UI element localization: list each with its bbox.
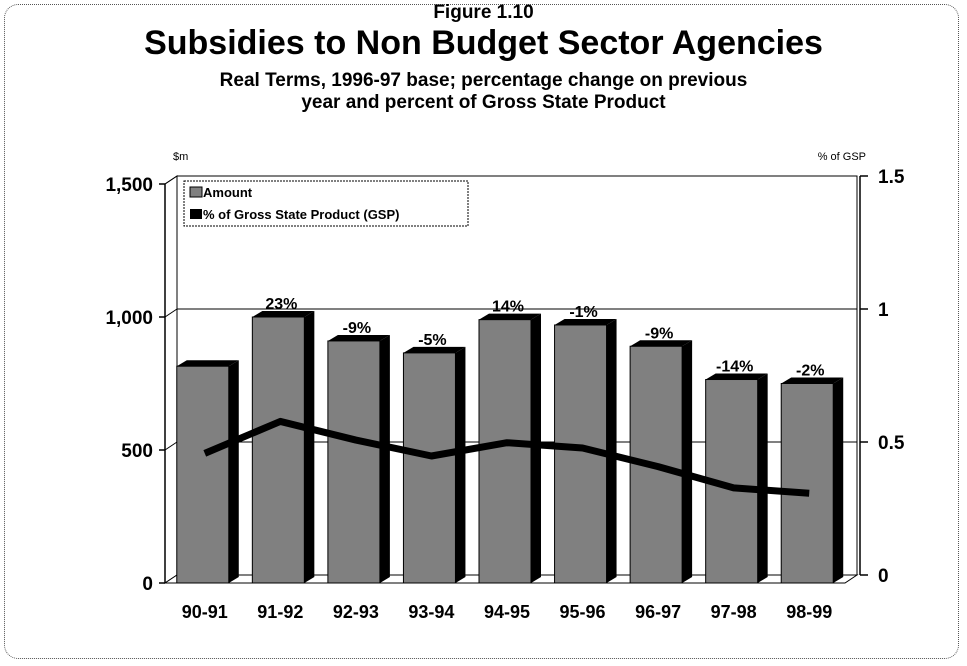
figure-label: Figure 1.10 [433, 2, 534, 23]
x-axis-tick-label: 93-94 [408, 602, 454, 622]
x-axis-tick-label: 92-93 [333, 602, 379, 622]
right-axis-tick-label: 1 [878, 300, 889, 321]
bar-front [478, 319, 532, 584]
bar-front [780, 383, 834, 584]
bar [176, 360, 239, 584]
bar-data-label: -1% [569, 304, 597, 321]
bar [402, 346, 466, 584]
left-axis-tick-label: 1,000 [105, 308, 153, 329]
left-axis-tick-label: 1,500 [105, 175, 153, 196]
legend: Amount % of Gross State Product (GSP) [183, 180, 469, 227]
legend-label-amount: Amount [203, 185, 253, 200]
bar-data-label: 14% [492, 299, 524, 316]
x-axis-tick-label: 91-92 [257, 602, 303, 622]
x-axis-tick-label: 96-97 [635, 602, 681, 622]
chart-frame [4, 4, 959, 659]
x-axis-tick-label: 98-99 [786, 602, 832, 622]
left-axis-tick-label: 0 [142, 574, 153, 595]
bar-data-label: -9% [343, 320, 371, 337]
bar [327, 334, 390, 584]
bar [478, 313, 541, 584]
bar-top [781, 377, 844, 384]
bar-front [176, 365, 230, 584]
bar-data-label: -5% [418, 332, 446, 349]
bar [780, 377, 844, 584]
bar-top [327, 334, 390, 341]
chart-title: Subsidies to Non Budget Sector Agencies [144, 24, 823, 62]
bar-data-label: -9% [645, 325, 673, 342]
bar-top [252, 311, 315, 317]
bar-side [455, 346, 466, 583]
bar-top [554, 318, 617, 325]
bar-data-label: -14% [716, 359, 753, 376]
bar-side [379, 334, 390, 583]
bar-side [757, 373, 768, 583]
bar-top [403, 346, 466, 353]
chart-subtitle-line-1: Real Terms, 1996-97 base; percentage cha… [219, 70, 748, 91]
gridline-side [164, 308, 178, 318]
gridline-side [164, 175, 178, 185]
bar-side [228, 360, 239, 583]
chart-subtitle-line-2: year and percent of Gross State Product [301, 92, 666, 113]
x-axis-tick-label: 97-98 [711, 602, 757, 622]
bar-side [531, 313, 541, 583]
x-axis-tick-label: 90-91 [182, 602, 228, 622]
x-axis-tick-label: 95-96 [560, 602, 606, 622]
side-wall [164, 175, 178, 584]
bar-front [327, 340, 381, 584]
bar-side [304, 311, 315, 583]
right-axis-tick-label: 1.5 [878, 167, 905, 188]
bar-side [833, 377, 844, 583]
legend-swatch-gsp [190, 209, 202, 219]
legend-box [183, 180, 469, 227]
bar-top [705, 373, 768, 380]
legend-label-gsp: % of Gross State Product (GSP) [203, 207, 399, 222]
legend-swatch-amount [189, 186, 203, 198]
bar-front [251, 316, 305, 584]
left-axis-unit-label: $m [173, 151, 188, 163]
gridline-side [164, 441, 178, 451]
bar-top [630, 340, 693, 347]
bar-data-label: 23% [265, 296, 297, 313]
right-axis-tick-label: 0 [878, 566, 889, 587]
x-axis-tick-label: 94-95 [484, 602, 530, 622]
bar [251, 311, 315, 584]
bar-side [606, 318, 617, 583]
bar-front [402, 352, 456, 584]
left-axis-tick-label: 500 [121, 441, 153, 462]
right-axis-tick-label: 0.5 [878, 433, 905, 454]
bar-top [479, 313, 541, 320]
bar-side [682, 340, 693, 583]
bar-data-label: -2% [796, 363, 824, 380]
bar-top [176, 360, 239, 367]
bar [705, 373, 768, 584]
right-axis-unit-label: % of GSP [818, 151, 866, 163]
